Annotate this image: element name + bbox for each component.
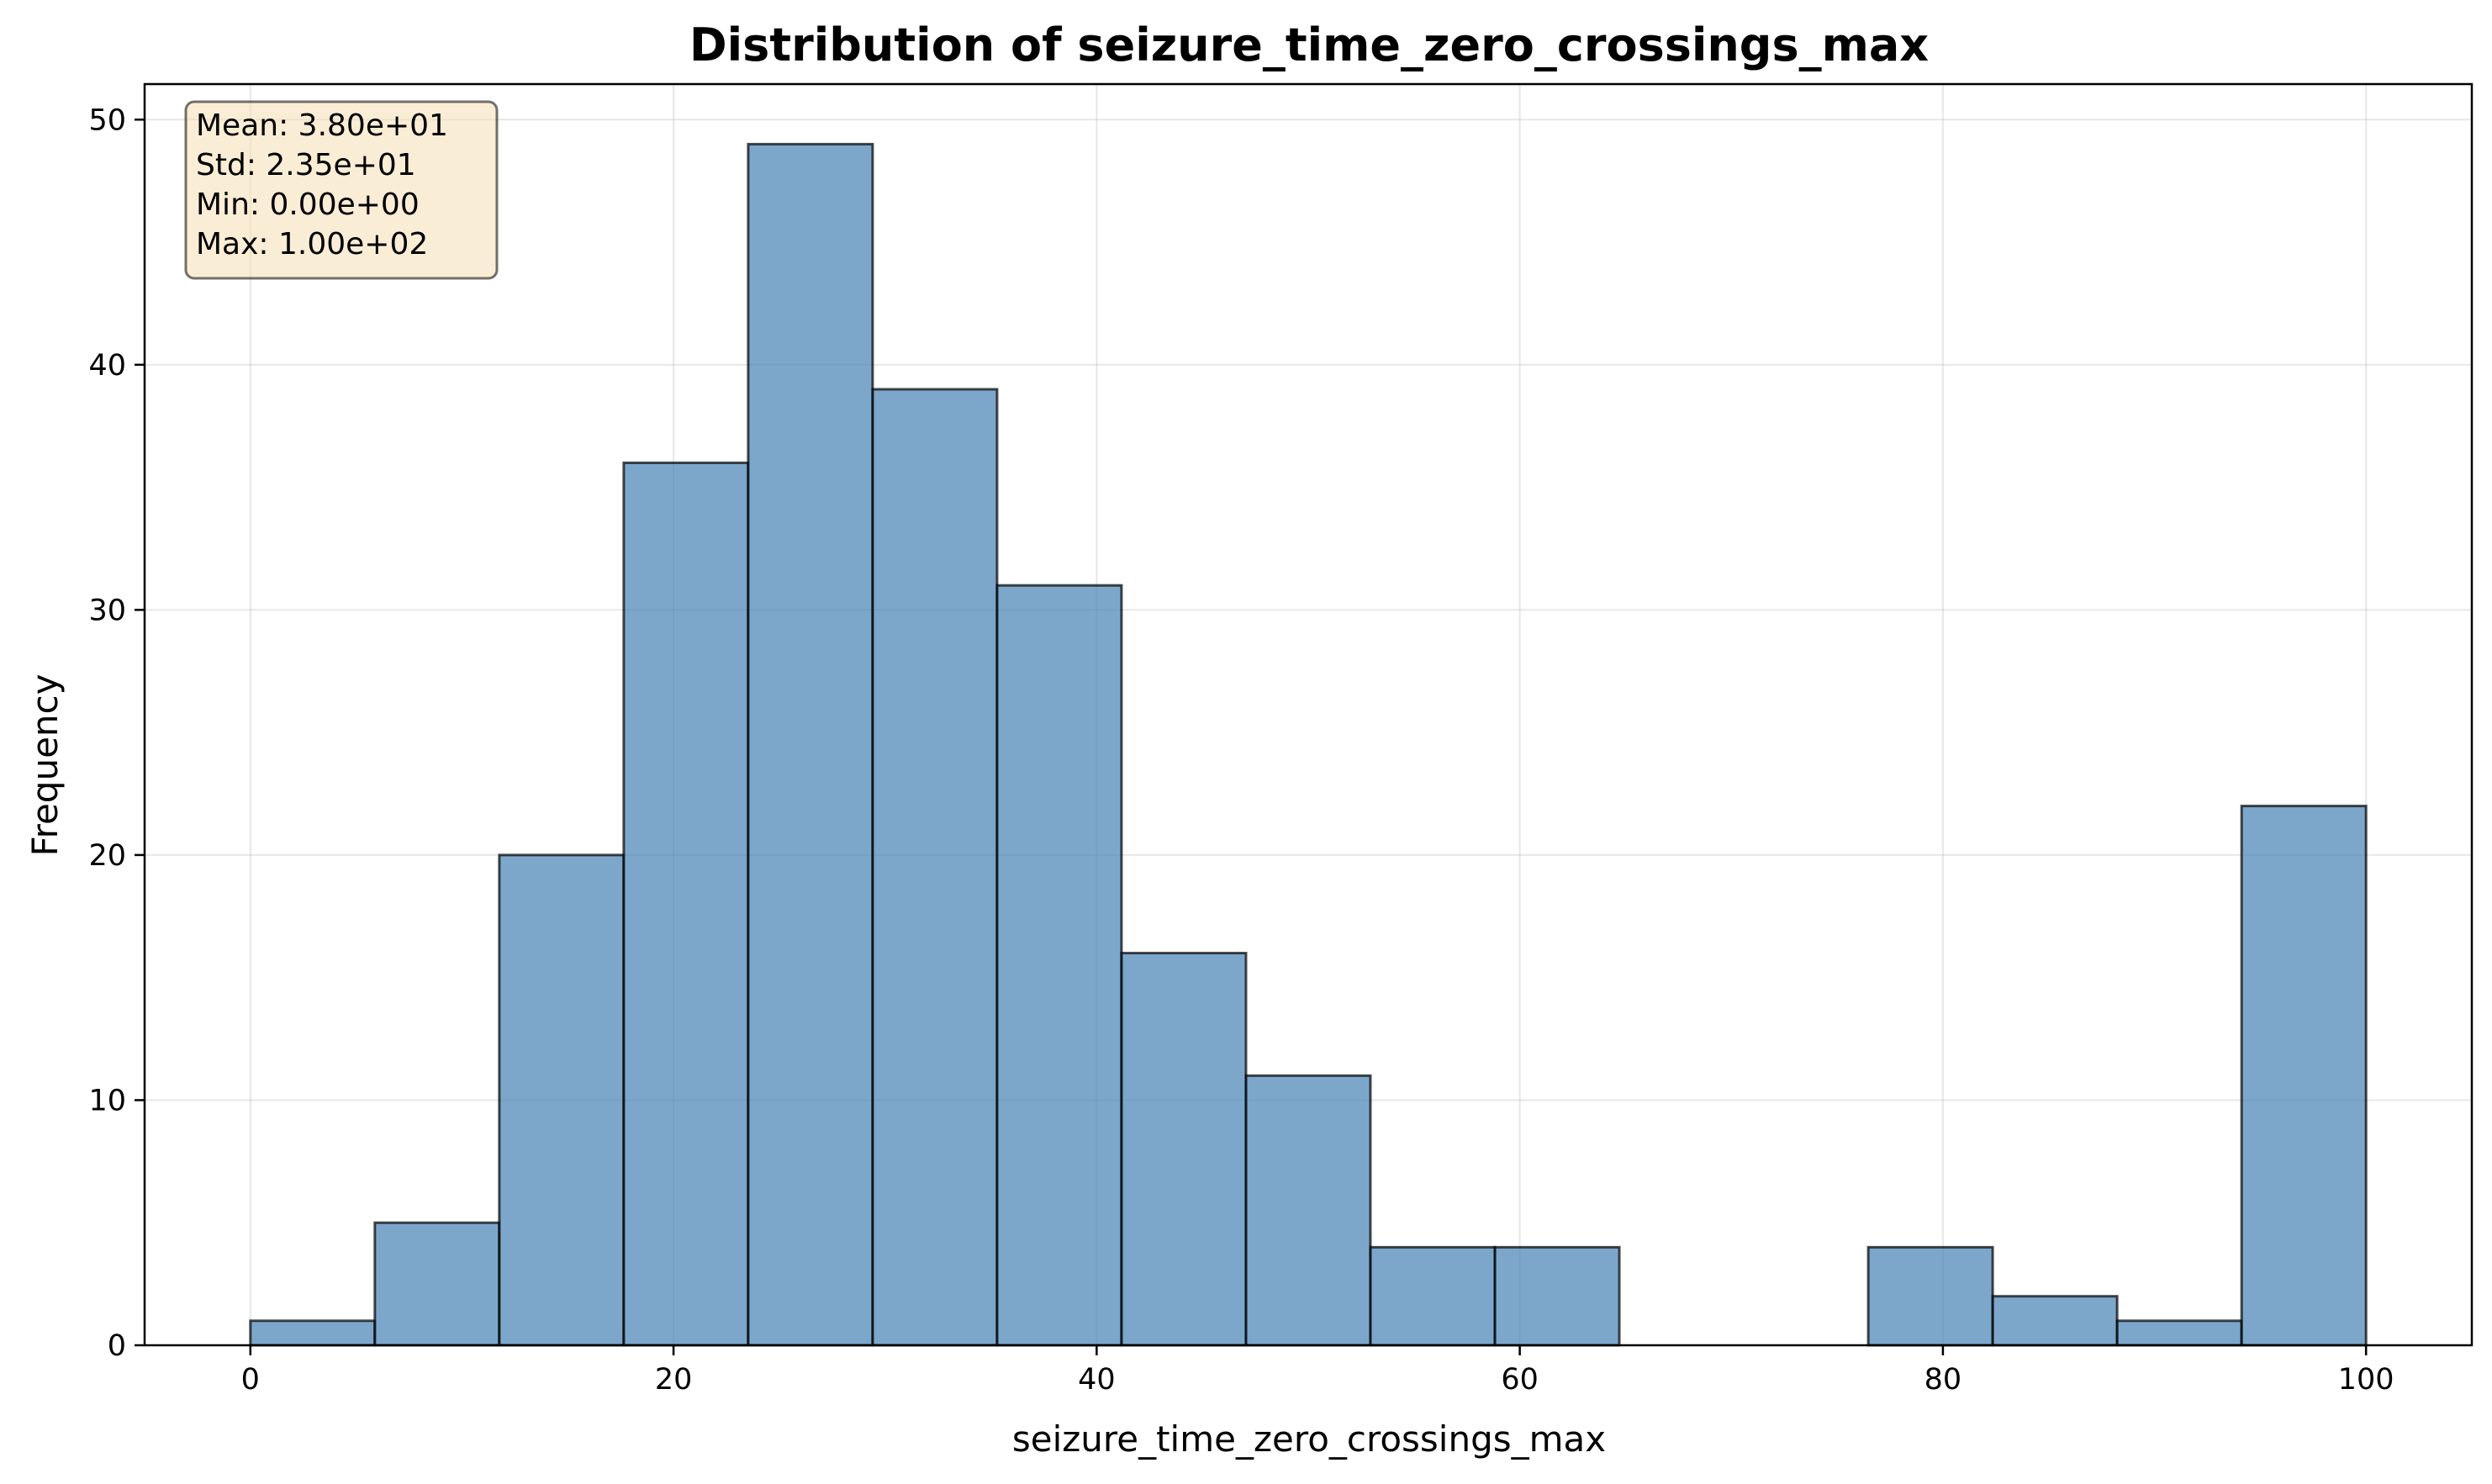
x-tick-label-4: 80 [1924, 1363, 1962, 1397]
histogram-bar-10 [1493, 1245, 1621, 1347]
histogram-bar-8 [1244, 1074, 1372, 1347]
histogram-bars [249, 142, 2368, 1347]
x-tick-label-5: 100 [2338, 1363, 2394, 1397]
plot-area-frame [143, 82, 2474, 1347]
x-tick-label-3: 60 [1501, 1363, 1539, 1397]
stats-box-background [184, 100, 499, 280]
y-tick-label-0: 0 [108, 1329, 126, 1363]
x-axis-ticks: 0 20 40 60 80 100 [241, 1345, 2394, 1397]
y-tick-label-5: 50 [88, 103, 126, 137]
y-tick-label-4: 40 [88, 349, 126, 383]
stats-mean: Mean: 3.80e+01 [196, 108, 448, 143]
y-axis-ticks: 0 10 20 30 40 50 [88, 103, 145, 1363]
stats-box: Mean: 3.80e+01 Std: 2.35e+01 Min: 0.00e+… [184, 100, 499, 280]
y-tick-label-2: 20 [88, 839, 126, 873]
histogram-bar-4 [747, 142, 874, 1347]
histogram-bar-7 [1120, 952, 1248, 1347]
stats-std: Std: 2.35e+01 [196, 148, 416, 182]
histogram-bar-16 [2240, 805, 2368, 1347]
y-tick-label-1: 10 [88, 1084, 126, 1117]
histogram-bar-2 [498, 853, 626, 1347]
y-axis-label: Frequency [24, 674, 66, 857]
histogram-bar-3 [622, 461, 750, 1347]
histogram-bar-5 [871, 388, 999, 1347]
histogram-bar-1 [373, 1221, 501, 1347]
stats-min: Min: 0.00e+00 [196, 187, 420, 222]
chart-title: Distribution of seizure_time_zero_crossi… [689, 18, 1929, 71]
histogram-bar-15 [2115, 1319, 2243, 1347]
histogram-bar-6 [995, 584, 1123, 1347]
histogram-bar-13 [1866, 1245, 1994, 1347]
histogram-bar-14 [1991, 1295, 2119, 1347]
histogram-bar-9 [1369, 1245, 1497, 1347]
histogram-bar-0 [249, 1319, 377, 1347]
stats-max: Max: 1.00e+02 [196, 227, 428, 261]
x-tick-label-2: 40 [1078, 1363, 1116, 1397]
x-tick-label-1: 20 [655, 1363, 693, 1397]
x-axis-label: seizure_time_zero_crossings_max [1012, 1418, 1606, 1460]
y-tick-label-3: 30 [88, 594, 126, 627]
x-tick-label-0: 0 [241, 1363, 260, 1397]
